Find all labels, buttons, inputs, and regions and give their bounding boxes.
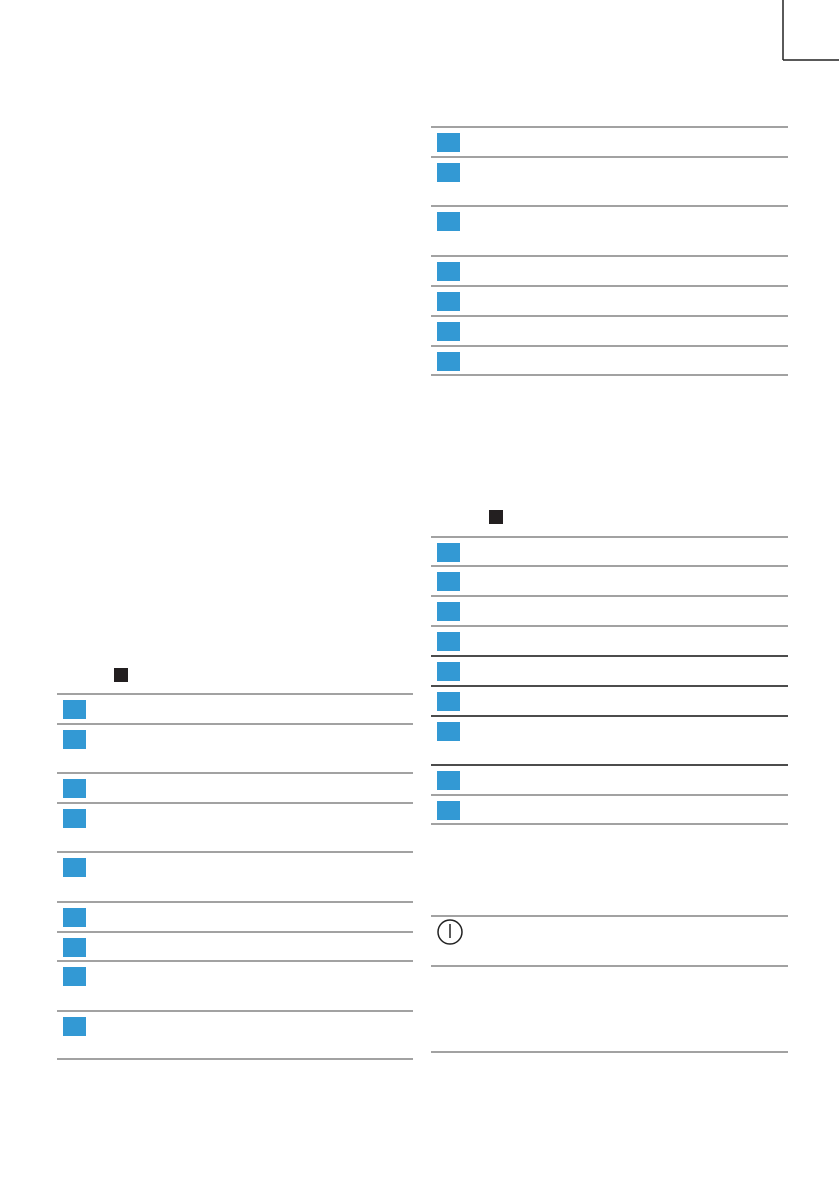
blue-key-icon [63,809,86,828]
blue-key-icon [437,722,460,741]
blue-key-icon [63,967,86,986]
power-icon [437,919,463,945]
blue-key-icon [437,692,460,711]
blue-key-icon [63,700,86,719]
blue-key-icon [437,662,460,681]
blue-key-icon [437,771,460,790]
blue-key-icon [437,801,460,820]
blue-key-icon [437,602,460,621]
blue-key-icon [63,858,86,877]
blue-key-icon [63,1017,86,1036]
blue-key-icon [63,938,86,957]
blue-key-icon [437,543,460,562]
blue-key-icon [437,352,460,371]
power-icon-ring [437,919,463,945]
blue-key-icon [437,632,460,651]
blue-key-icon [437,163,460,182]
blue-key-icon [437,212,460,231]
blue-key-icon [63,908,86,927]
blue-key-icon [63,730,86,749]
blue-key-icon [437,133,460,152]
blue-key-icon [437,262,460,281]
section-marker [489,510,503,524]
blue-key-icon [63,779,86,798]
section-marker [114,668,128,682]
blue-key-icon [437,572,460,591]
blue-key-icon [437,292,460,311]
blue-key-icon [437,322,460,341]
